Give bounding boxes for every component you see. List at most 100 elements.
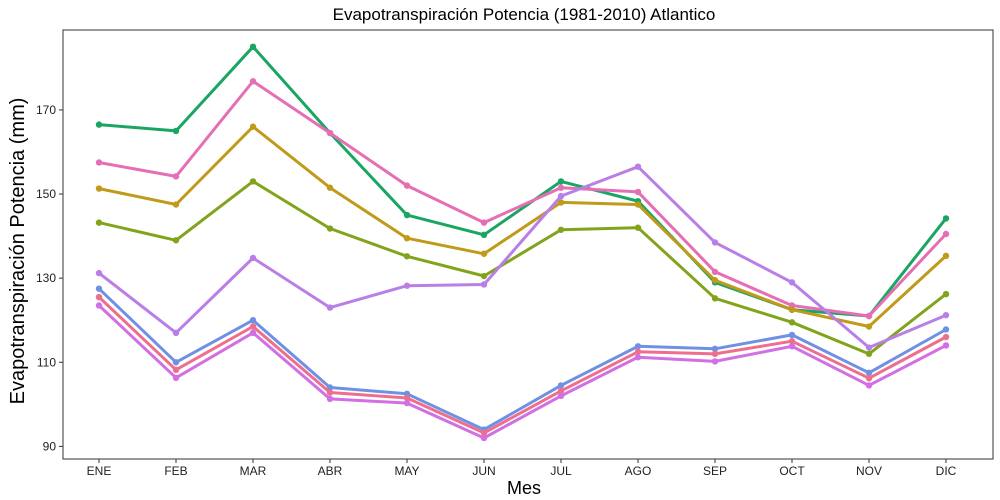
x-tick-label: MAY <box>394 464 419 478</box>
y-tick-label: 150 <box>36 187 56 201</box>
x-tick-label: JUN <box>472 464 495 478</box>
data-point <box>942 342 950 349</box>
plot-panel <box>62 29 994 460</box>
data-point <box>249 178 257 185</box>
data-point <box>557 382 565 389</box>
data-point <box>865 323 873 330</box>
data-point <box>788 343 796 350</box>
data-point <box>480 281 488 288</box>
data-point <box>942 333 950 341</box>
data-point <box>326 225 334 232</box>
x-tick-label: ENE <box>87 464 112 478</box>
data-point <box>557 184 565 191</box>
data-point <box>249 329 257 337</box>
data-point <box>172 201 180 208</box>
data-point <box>480 272 488 280</box>
data-point <box>326 389 334 396</box>
data-point <box>634 348 642 355</box>
data-point <box>95 302 103 309</box>
data-point <box>634 354 642 361</box>
data-point <box>557 199 565 206</box>
data-point <box>95 269 103 277</box>
data-point <box>865 350 873 358</box>
data-point <box>403 234 411 242</box>
data-point <box>172 127 180 135</box>
data-point <box>326 384 334 391</box>
series-line <box>97 295 948 435</box>
data-point <box>788 306 796 313</box>
data-point <box>942 311 950 319</box>
data-point <box>172 374 180 382</box>
data-point <box>865 375 873 382</box>
data-point <box>788 331 796 339</box>
data-point <box>865 344 873 351</box>
data-point <box>788 279 796 286</box>
data-point <box>95 293 103 301</box>
series-line <box>97 79 948 318</box>
data-point <box>403 211 411 219</box>
x-tick-label: FEB <box>164 464 187 478</box>
y-axis: 90 110 130 150 170 <box>36 103 63 453</box>
data-point <box>865 382 873 389</box>
data-point <box>557 392 565 400</box>
x-tick-label: OCT <box>779 464 805 478</box>
data-point <box>95 219 103 226</box>
y-tick-label: 170 <box>36 103 56 117</box>
data-point <box>711 239 719 246</box>
data-point <box>95 121 103 128</box>
data-point <box>172 359 180 366</box>
data-point <box>326 184 334 191</box>
series-line <box>97 287 948 432</box>
series-line <box>97 45 948 318</box>
y-tick-label: 110 <box>37 355 56 369</box>
data-point <box>249 317 257 324</box>
data-point <box>711 358 719 365</box>
data-point <box>788 319 796 326</box>
x-tick-label: AGO <box>625 464 652 478</box>
data-point <box>95 159 103 166</box>
data-point <box>557 178 565 185</box>
x-tick-label: DIC <box>936 464 957 478</box>
data-point <box>480 434 488 442</box>
data-point <box>942 290 950 298</box>
series-4 <box>95 178 950 358</box>
series-8 <box>95 302 950 442</box>
data-point <box>249 78 257 85</box>
data-point <box>711 295 719 302</box>
data-point <box>634 343 642 350</box>
series-2 <box>95 78 950 320</box>
data-point <box>711 350 719 358</box>
chart-title: Evapotranspiración Potencia (1981-2010) … <box>333 5 716 24</box>
data-point <box>249 123 257 130</box>
data-point <box>557 226 565 233</box>
data-point <box>942 215 950 222</box>
data-point <box>634 224 642 231</box>
series-7 <box>95 293 950 437</box>
data-point <box>942 230 950 238</box>
data-point <box>711 277 719 284</box>
data-point <box>557 192 565 200</box>
series-line <box>97 179 948 356</box>
data-point <box>634 188 642 196</box>
x-tick-label: JUL <box>550 464 572 478</box>
data-point <box>865 369 873 376</box>
data-point <box>942 252 950 260</box>
data-point <box>711 268 719 276</box>
data-point <box>249 254 257 262</box>
x-axis-title: Mes <box>507 478 541 498</box>
data-point <box>249 323 257 330</box>
data-point <box>172 173 180 180</box>
data-point <box>711 345 719 353</box>
data-point <box>403 182 411 189</box>
x-axis: ENE FEB MAR ABR MAY JUN JUL AGO SEP OCT NOV DIC <box>87 459 957 478</box>
x-tick-label: NOV <box>856 464 882 478</box>
data-point <box>480 429 488 437</box>
data-point <box>480 219 488 226</box>
data-point <box>557 387 565 395</box>
data-point <box>865 312 873 320</box>
data-point <box>403 282 411 289</box>
data-point <box>480 231 488 239</box>
data-point <box>172 237 180 244</box>
series-line <box>97 165 948 349</box>
